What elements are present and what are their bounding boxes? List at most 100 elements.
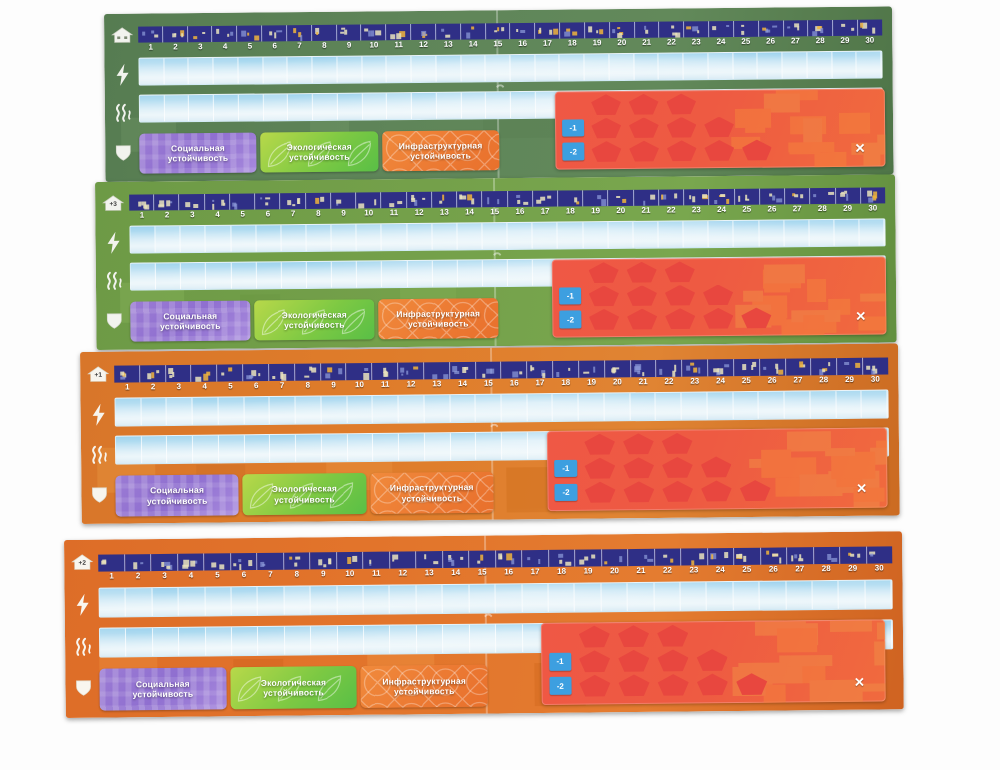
sky-cell[interactable] <box>683 221 709 248</box>
board-3-penalty-panel[interactable]: -1 -2 ✕ <box>546 427 888 512</box>
track-cell[interactable] <box>320 363 347 381</box>
track-cell[interactable] <box>416 551 443 569</box>
track-cell[interactable] <box>411 23 437 41</box>
sky-cell[interactable] <box>809 219 835 247</box>
sky-cell[interactable] <box>337 625 365 655</box>
track-cell[interactable] <box>553 360 580 379</box>
track-cell[interactable] <box>707 547 735 566</box>
sky-cell[interactable] <box>296 434 323 462</box>
sky-cell[interactable] <box>381 224 408 251</box>
sky-cell[interactable] <box>167 435 194 464</box>
track-cell[interactable] <box>709 20 735 38</box>
sky-cell[interactable] <box>179 627 206 656</box>
sky-cell[interactable] <box>287 56 313 84</box>
track-cell[interactable] <box>381 192 407 209</box>
sky-cell[interactable] <box>386 56 412 83</box>
penalty-badge-minus-1[interactable]: -1 <box>554 459 577 478</box>
track-cell[interactable] <box>609 21 635 39</box>
sky-cell[interactable] <box>115 398 142 426</box>
track-cell[interactable] <box>813 546 841 565</box>
sky-cell[interactable] <box>331 261 358 288</box>
sky-cell[interactable] <box>141 398 168 426</box>
board-1-card-row[interactable]: Социальная устойчивость Экологическая устой… <box>139 130 500 174</box>
track-cell[interactable] <box>585 22 610 39</box>
sky-cell[interactable] <box>482 223 508 250</box>
sky-cell[interactable] <box>865 580 892 609</box>
sky-cell[interactable] <box>390 625 418 654</box>
track-cell[interactable] <box>866 546 893 564</box>
track-cell[interactable] <box>187 25 213 43</box>
sky-cell[interactable] <box>244 435 271 463</box>
penalty-badge-minus-2[interactable]: -2 <box>562 142 585 161</box>
sky-cell[interactable] <box>126 628 154 657</box>
sky-cell[interactable] <box>733 581 760 610</box>
sky-cell[interactable] <box>436 92 462 119</box>
sky-cell[interactable] <box>633 221 659 248</box>
track-cell[interactable] <box>811 358 838 376</box>
card-social[interactable]: Социальная устойчивость <box>99 667 227 711</box>
track-cell[interactable] <box>482 191 508 208</box>
track-cell[interactable] <box>469 550 496 568</box>
track-cell[interactable] <box>558 190 584 207</box>
sky-cell[interactable] <box>99 628 127 657</box>
sky-cell[interactable] <box>164 58 190 85</box>
sky-cell[interactable] <box>347 395 374 424</box>
track-cell[interactable] <box>835 187 862 204</box>
sky-cell[interactable] <box>152 627 180 657</box>
sky-cell[interactable] <box>139 95 165 122</box>
track-cell[interactable] <box>179 193 205 211</box>
sky-cell[interactable] <box>357 261 383 288</box>
board-3-card-row[interactable]: Социальная устойчивость Экологическая устой… <box>115 471 494 517</box>
track-cell[interactable] <box>336 24 362 41</box>
penalty-badge-minus-1[interactable]: -1 <box>559 287 582 305</box>
track-cell[interactable] <box>398 362 425 380</box>
track-cell[interactable] <box>336 551 364 570</box>
sky-cell[interactable] <box>166 397 193 426</box>
track-cell[interactable] <box>424 362 451 380</box>
sky-cell[interactable] <box>501 394 528 422</box>
sky-cell[interactable] <box>356 224 383 251</box>
track-cell[interactable] <box>684 189 710 206</box>
sky-cell[interactable] <box>784 391 811 419</box>
track-cell[interactable] <box>808 19 834 37</box>
sky-cell[interactable] <box>856 51 882 78</box>
card-eco[interactable]: Экологическая устойчивость <box>230 665 358 710</box>
track-cell[interactable] <box>659 189 685 206</box>
sky-cell[interactable] <box>257 586 285 615</box>
sky-cell[interactable] <box>634 53 660 80</box>
track-cell[interactable] <box>361 24 387 41</box>
sky-cell[interactable] <box>548 583 576 612</box>
sky-cell[interactable] <box>372 395 399 423</box>
track-cell[interactable] <box>759 358 786 376</box>
track-cell[interactable] <box>630 359 657 378</box>
board-2-penalty-panel[interactable]: -1 -2 ✕ <box>551 256 887 338</box>
track-cell[interactable] <box>485 23 511 40</box>
sky-cell[interactable] <box>535 54 561 81</box>
sky-cell[interactable] <box>786 581 813 610</box>
sky-cell[interactable] <box>424 395 451 423</box>
track-cell[interactable] <box>837 357 864 376</box>
sky-cell[interactable] <box>807 52 833 79</box>
player-board-3[interactable]: +1 1 2 3 4 5 6 7 8 9 10 11 12 13 14 15 16 17 18 19 20 21 22 23… <box>80 343 900 524</box>
sky-cell[interactable] <box>507 259 534 287</box>
track-cell[interactable] <box>681 548 708 566</box>
sky-cell[interactable] <box>363 585 391 614</box>
sky-cell[interactable] <box>269 396 296 425</box>
sky-cell[interactable] <box>192 397 219 425</box>
sky-cell[interactable] <box>838 580 866 609</box>
sky-cell[interactable] <box>270 434 297 463</box>
sky-cell[interactable] <box>373 433 400 461</box>
sky-cell[interactable] <box>387 93 413 120</box>
sky-cell[interactable] <box>485 55 511 82</box>
sky-cell[interactable] <box>99 588 127 617</box>
track-cell[interactable] <box>682 359 709 377</box>
sky-cell[interactable] <box>831 51 857 79</box>
sky-cell[interactable] <box>475 394 502 422</box>
sky-cell[interactable] <box>457 223 483 250</box>
track-cell[interactable] <box>151 553 178 572</box>
track-cell[interactable] <box>310 552 337 570</box>
sky-cell[interactable] <box>331 224 357 251</box>
sky-cell[interactable] <box>532 222 559 249</box>
sky-cell[interactable] <box>281 261 308 289</box>
sky-cell[interactable] <box>552 393 579 422</box>
